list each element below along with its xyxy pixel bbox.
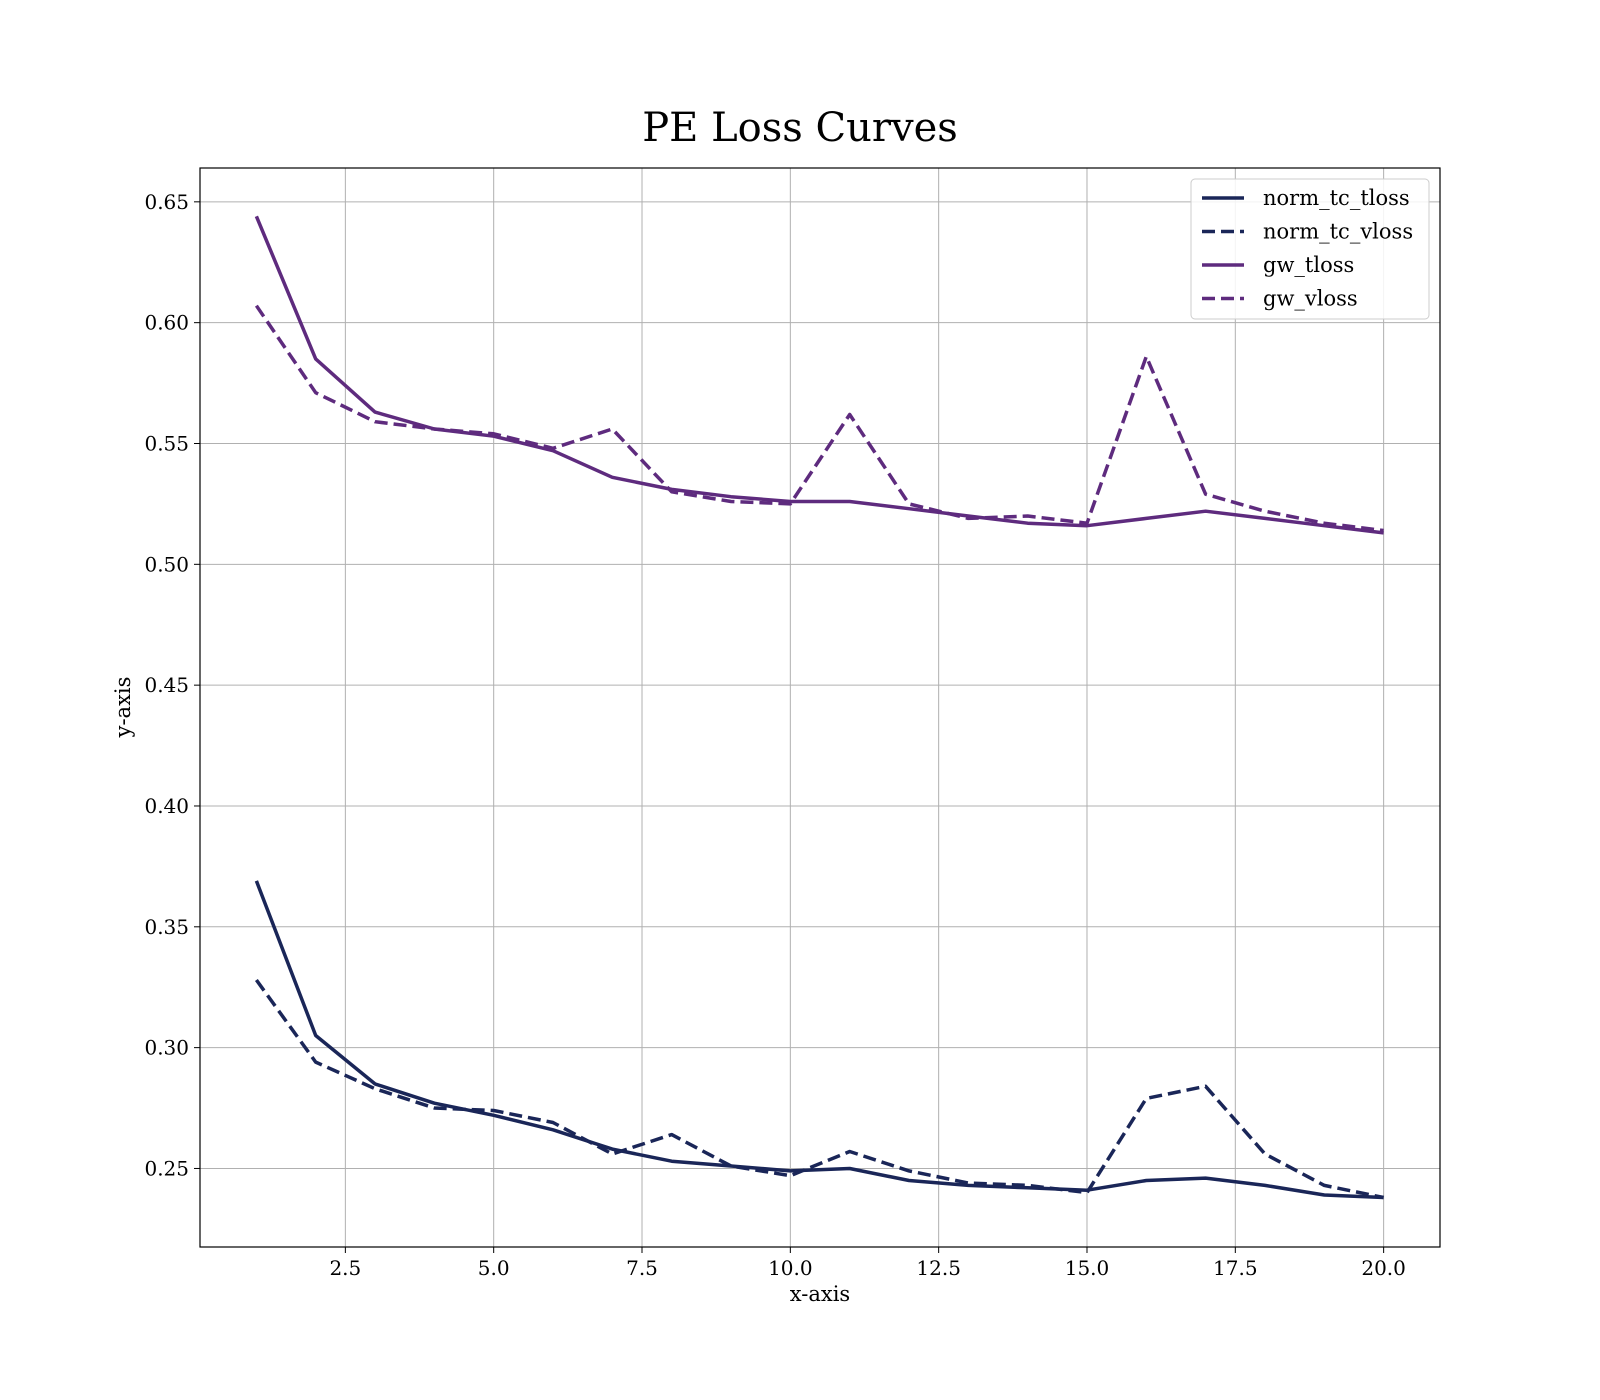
legend-label: norm_tc_vloss [1263,220,1413,244]
x-tick-label: 12.5 [916,1256,961,1280]
y-axis-label: y-axis [111,677,135,739]
x-tick-label: 15.0 [1065,1256,1110,1280]
y-tick-label: 0.55 [144,431,189,455]
y-axis-ticks: 0.25 0.30 0.35 0.40 0.45 0.50 0.55 0.60 0.65 [144,190,200,1180]
plot-frame [199,167,1441,1248]
y-tick-label: 0.25 [144,1156,189,1180]
x-axis-label: x-axis [790,1282,850,1306]
y-tick-label: 0.45 [144,673,189,697]
y-tick-label: 0.35 [144,915,189,939]
x-tick-label: 7.5 [626,1256,658,1280]
y-tick-label: 0.40 [144,794,189,818]
series-line-norm-tc-vloss [254,978,1384,1200]
x-tick-label: 20.0 [1361,1256,1406,1280]
x-tick-label: 5.0 [478,1256,510,1280]
series-line-gw-vloss [254,304,1384,533]
legend-box [1190,178,1430,320]
y-tick-label: 0.65 [144,190,189,214]
grid-lines [200,168,1440,1247]
y-tick-label: 0.30 [144,1036,189,1060]
series-line-norm-tc-tloss [254,880,1384,1200]
legend: norm_tc_tloss norm_tc_vloss gw_tloss gw_vlo… [1190,178,1430,320]
x-tick-label: 10.0 [768,1256,813,1280]
y-tick-label: 0.60 [144,311,189,335]
x-tick-label: 2.5 [329,1256,361,1280]
series-lines [254,215,1384,1200]
legend-label: gw_tloss [1263,253,1354,277]
x-tick-label: 17.5 [1213,1256,1258,1280]
y-tick-label: 0.50 [144,552,189,576]
legend-label: norm_tc_tloss [1263,186,1410,210]
chart-title: PE Loss Curves [642,105,958,151]
series-line-gw-tloss [254,215,1384,535]
legend-label: gw_vloss [1263,287,1358,311]
x-axis-ticks: 2.5 5.0 7.5 10.0 12.5 15.0 17.5 20.0 [329,1247,1406,1280]
